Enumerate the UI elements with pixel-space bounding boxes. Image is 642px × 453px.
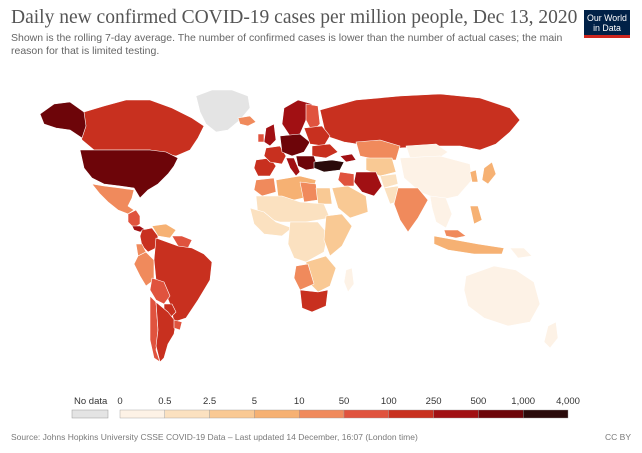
legend-tick-label: 250 — [426, 396, 442, 407]
region-madagascar[interactable] — [343, 267, 355, 293]
region-argentina[interactable] — [155, 301, 177, 363]
region-united-kingdom[interactable] — [263, 123, 277, 147]
region-philippines[interactable] — [469, 205, 483, 225]
region-scandinavia[interactable] — [281, 99, 313, 137]
region-morocco[interactable] — [253, 177, 277, 197]
legend-tick-label: 0 — [117, 396, 122, 407]
legend-tick-label: 4,000 — [556, 396, 580, 407]
region-namibia-botswana[interactable] — [293, 263, 315, 291]
region-guiana-shield[interactable] — [171, 235, 193, 249]
legend-bin[interactable] — [299, 409, 345, 419]
owid-logo[interactable]: Our World in Data — [584, 10, 630, 38]
legend-bin[interactable] — [254, 409, 300, 419]
legend-bin[interactable] — [478, 409, 524, 419]
region-central-america[interactable] — [127, 209, 141, 229]
logo-line-2: in Data — [593, 23, 621, 33]
region-indonesia[interactable] — [433, 235, 505, 255]
region-uruguay[interactable] — [173, 319, 183, 331]
region-central-asia[interactable] — [365, 157, 397, 177]
legend-bin[interactable] — [433, 409, 479, 419]
region-afghanistan[interactable] — [379, 173, 399, 189]
region-iceland[interactable] — [237, 115, 257, 127]
legend-bin[interactable] — [209, 409, 255, 419]
region-turkey[interactable] — [313, 159, 345, 173]
region-west-africa[interactable] — [249, 207, 293, 237]
legend-tick-label: 10 — [294, 396, 305, 407]
license-link[interactable]: CC BY — [605, 432, 631, 442]
no-data-label: No data — [74, 396, 108, 407]
region-australia[interactable] — [463, 265, 541, 327]
region-arabia[interactable] — [331, 185, 369, 219]
region-central-africa[interactable] — [287, 221, 329, 263]
world-map — [39, 89, 559, 363]
region-venezuela[interactable] — [151, 223, 177, 239]
region-papua-new-guinea[interactable] — [509, 247, 533, 259]
legend-tick-label: 0.5 — [158, 396, 171, 407]
region-new-zealand[interactable] — [543, 321, 559, 349]
region-central-europe[interactable] — [279, 133, 311, 157]
logo-line-1: Our World — [587, 13, 627, 23]
legend-tick-label: 50 — [339, 396, 350, 407]
legend-tick-label: 500 — [470, 396, 486, 407]
no-data-swatch[interactable] — [71, 409, 109, 419]
region-japan[interactable] — [481, 161, 497, 185]
region-ukraine[interactable] — [311, 143, 339, 159]
region-canada[interactable] — [77, 99, 205, 157]
legend-tick-label: 2.5 — [203, 396, 216, 407]
region-india[interactable] — [393, 187, 429, 233]
region-italy[interactable] — [285, 157, 301, 177]
legend-bin[interactable] — [164, 409, 210, 419]
region-caucasus[interactable] — [339, 153, 357, 163]
region-southeast-asia[interactable] — [429, 195, 453, 229]
source-note: Source: Johns Hopkins University CSSE CO… — [11, 432, 418, 442]
region-south-africa[interactable] — [299, 289, 329, 313]
region-united-states[interactable] — [79, 149, 179, 199]
region-peru[interactable] — [133, 251, 155, 287]
region-east-africa[interactable] — [323, 213, 353, 257]
region-iraq[interactable] — [337, 171, 355, 187]
region-ireland[interactable] — [257, 133, 265, 143]
region-egypt[interactable] — [315, 187, 333, 205]
region-colombia[interactable] — [139, 227, 159, 253]
legend-tick-label: 1,000 — [511, 396, 535, 407]
region-korea[interactable] — [469, 169, 479, 183]
legend-bin[interactable] — [119, 409, 165, 419]
region-malaysia[interactable] — [443, 229, 467, 239]
legend-bin[interactable] — [343, 409, 389, 419]
region-kazakhstan[interactable] — [355, 139, 401, 161]
legend-bin[interactable] — [523, 409, 569, 419]
region-mexico[interactable] — [91, 183, 135, 215]
legend-bin[interactable] — [388, 409, 434, 419]
region-balkans[interactable] — [295, 155, 319, 171]
chart-title: Daily new confirmed COVID-19 cases per m… — [11, 7, 578, 28]
region-alaska[interactable] — [39, 101, 87, 139]
legend-tick-label: 100 — [381, 396, 397, 407]
region-eastern-europe[interactable] — [303, 125, 331, 147]
region-france[interactable] — [263, 145, 287, 165]
legend-tick-label: 5 — [252, 396, 257, 407]
chart-subtitle: Shown is the rolling 7-day average. The … — [11, 32, 563, 57]
